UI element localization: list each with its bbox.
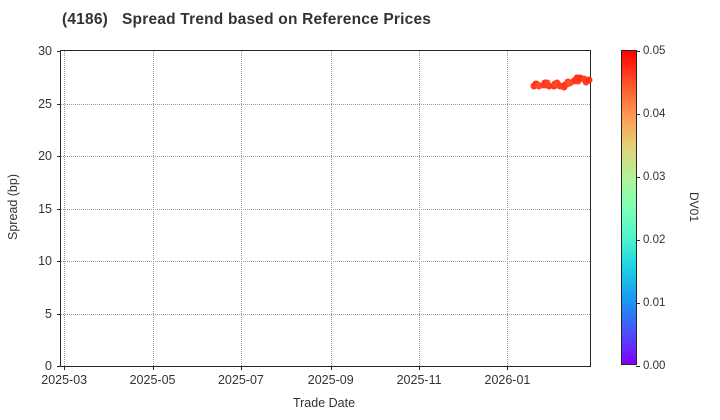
y-gridline xyxy=(61,156,590,157)
y-tick-mark xyxy=(57,156,61,157)
colorbar-tick-label: 0.02 xyxy=(643,234,666,246)
y-tick-mark xyxy=(57,313,61,315)
x-tick-mark xyxy=(152,366,154,370)
y-tick-mark xyxy=(57,261,61,262)
x-tick-label: 2025-05 xyxy=(129,373,176,387)
x-tick-mark xyxy=(419,366,421,370)
colorbar-tick-label: 0.03 xyxy=(643,171,666,183)
x-gridline xyxy=(330,51,332,366)
colorbar: 0.00 0.01 0.02 0.03 0.04 0.05 xyxy=(621,45,665,372)
x-tick-label: 2026-01 xyxy=(484,373,531,387)
chart-title: (4186) Spread Trend based on Reference Pr… xyxy=(62,11,431,29)
colorbar-label: DV01 xyxy=(687,191,701,223)
y-tick-label: 25 xyxy=(38,96,52,111)
y-tick-label: 15 xyxy=(38,201,52,216)
colorbar-tick-mark xyxy=(636,303,640,304)
y-tick-mark xyxy=(57,51,61,52)
y-tick-label: 30 xyxy=(38,44,52,58)
ticker-code: (4186) xyxy=(62,11,109,28)
x-gridline xyxy=(64,51,66,366)
plot-area: 0 5 10 15 20 25 30 2025-03 2025-05 2025-07 2025-09… xyxy=(38,44,593,387)
colorbar-tick-mark xyxy=(636,114,640,115)
y-axis-label: Spread (bp) xyxy=(6,173,20,241)
colorbar-tick-label: 0.00 xyxy=(643,360,666,372)
y-tick-label: 0 xyxy=(45,359,52,373)
x-tick-mark xyxy=(507,366,509,370)
scatter-point xyxy=(585,76,593,84)
x-gridline xyxy=(240,51,242,366)
y-tick-label: 5 xyxy=(45,306,52,321)
colorbar-tick-label: 0.05 xyxy=(643,45,666,57)
colorbar-tick-mark xyxy=(636,177,640,178)
x-tick-label: 2025-09 xyxy=(307,373,354,387)
scatter-point xyxy=(535,82,543,90)
x-tick-mark xyxy=(330,366,332,370)
y-gridline xyxy=(61,208,590,210)
x-gridline xyxy=(152,51,154,366)
scatter-point xyxy=(566,79,574,87)
y-tick-label: 20 xyxy=(38,149,52,163)
scatter-point xyxy=(576,74,584,82)
y-tick-mark xyxy=(57,366,61,367)
colorbar-tick-label: 0.01 xyxy=(643,297,666,309)
chart-title-text: Spread Trend based on Reference Prices xyxy=(122,11,432,28)
x-gridline xyxy=(419,51,421,366)
x-tick-label: 2025-07 xyxy=(217,373,264,387)
x-axis-label: Trade Date xyxy=(292,396,356,410)
y-tick-label: 10 xyxy=(38,254,52,268)
colorbar-tick-mark xyxy=(636,240,640,241)
scatter-point xyxy=(545,82,553,90)
y-gridline xyxy=(61,261,590,262)
y-gridline xyxy=(61,103,590,105)
x-tick-mark xyxy=(64,366,66,370)
y-tick-mark xyxy=(57,208,61,210)
colorbar-tick-mark xyxy=(636,366,640,367)
y-gridline xyxy=(61,313,590,315)
y-tick-mark xyxy=(57,103,61,105)
scatter-point xyxy=(556,82,564,90)
x-gridline xyxy=(507,51,509,366)
colorbar-tick-label: 0.04 xyxy=(643,108,666,120)
colorbar-tick-mark xyxy=(636,51,640,52)
x-tick-label: 2025-11 xyxy=(396,373,442,387)
x-tick-label: 2025-03 xyxy=(41,373,88,387)
x-tick-mark xyxy=(240,366,242,370)
